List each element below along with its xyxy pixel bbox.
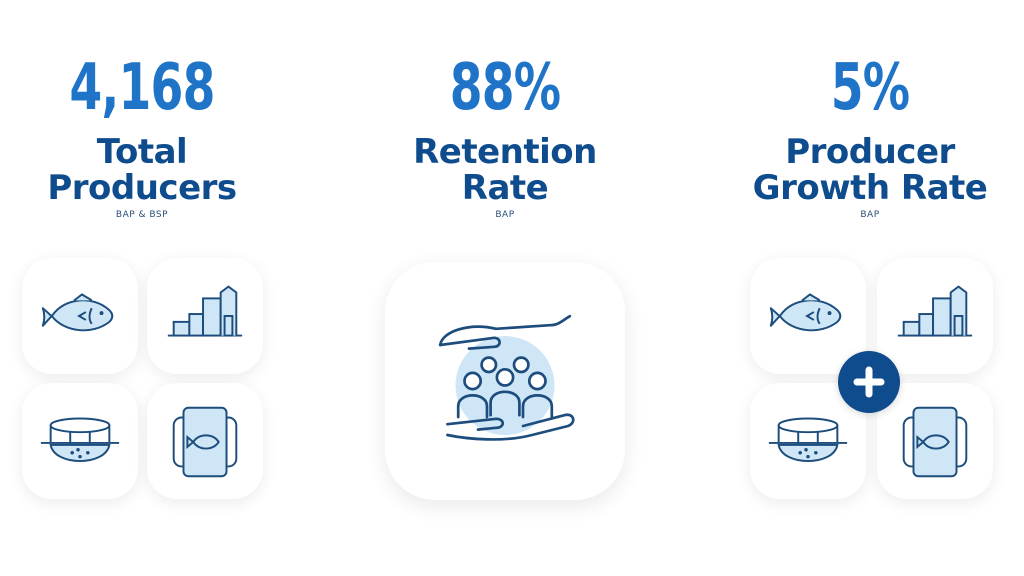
hands-holding-people-icon: [438, 314, 575, 441]
stat-subtitle: BAP: [495, 210, 515, 220]
fish-tile: [22, 258, 138, 374]
bag-tile: [877, 383, 993, 499]
stat-value: 5%: [830, 51, 910, 125]
stat-title-line: Growth Rate: [752, 168, 988, 208]
stat-total-producers: 4,168 Total Producers BAP & BSP: [0, 52, 292, 220]
plus-badge: [838, 351, 900, 413]
fish-icon: [41, 293, 114, 332]
plus-icon: [853, 366, 885, 398]
stat-subtitle: BAP: [860, 210, 880, 220]
stat-value: 88%: [449, 51, 561, 125]
stat-value: 4,168: [69, 51, 215, 125]
plant-tile: [147, 258, 263, 374]
stat-producer-growth-rate: 5% Producer Growth Rate BAP: [720, 52, 1020, 220]
feed-bag-icon: [902, 406, 968, 478]
net-tile: [22, 383, 138, 499]
stat-title: Producer Growth Rate: [720, 134, 1020, 206]
stat-title-line: Rate: [461, 168, 549, 208]
fish-tile: [750, 258, 866, 374]
net-pen-icon: [39, 417, 121, 463]
fish-icon: [769, 293, 842, 332]
stat-title-line: Producer: [785, 132, 955, 172]
retention-tile: [385, 262, 625, 500]
plant-tile: [877, 258, 993, 374]
bag-tile: [147, 383, 263, 499]
stat-title-line: Producers: [47, 168, 237, 208]
processing-plant-icon: [166, 285, 244, 337]
stat-title-line: Retention: [413, 132, 597, 172]
stat-title: Retention Rate: [355, 134, 655, 206]
stat-title: Total Producers: [0, 134, 292, 206]
net-pen-icon: [767, 417, 849, 463]
feed-bag-icon: [172, 406, 238, 478]
stat-retention-rate: 88% Retention Rate BAP: [355, 52, 655, 220]
processing-plant-icon: [896, 285, 974, 337]
stat-subtitle: BAP & BSP: [115, 210, 169, 220]
stat-title-line: Total: [96, 132, 188, 172]
